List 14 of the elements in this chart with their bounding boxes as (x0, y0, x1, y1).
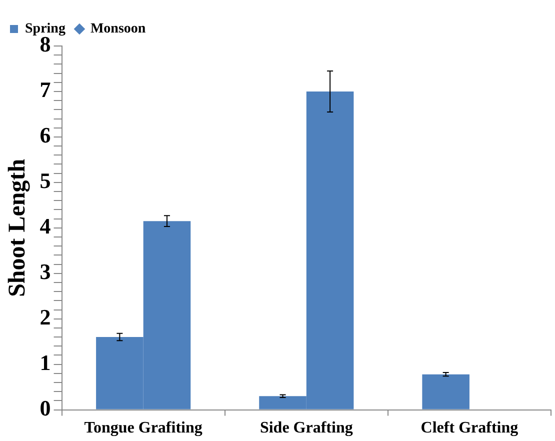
y-tick-label: 0 (40, 395, 51, 420)
x-tick-label: Tongue Grafiting (84, 420, 202, 437)
y-tick-label: 4 (40, 214, 51, 239)
legend-label: Monsoon (90, 22, 146, 37)
y-tick-label: 5 (40, 168, 51, 194)
y-axis-title: Shoot Length (4, 158, 31, 297)
x-tick-label: Side Grafting (260, 420, 353, 437)
y-tick-label: 3 (40, 259, 51, 284)
x-tick-label: Cleft Grafting (420, 420, 518, 437)
y-tick-label: 1 (40, 350, 51, 376)
y-tick-label: 7 (40, 77, 51, 102)
y-tick-label: 6 (40, 122, 51, 148)
bar (422, 374, 470, 410)
y-tick-label: 2 (40, 304, 51, 330)
